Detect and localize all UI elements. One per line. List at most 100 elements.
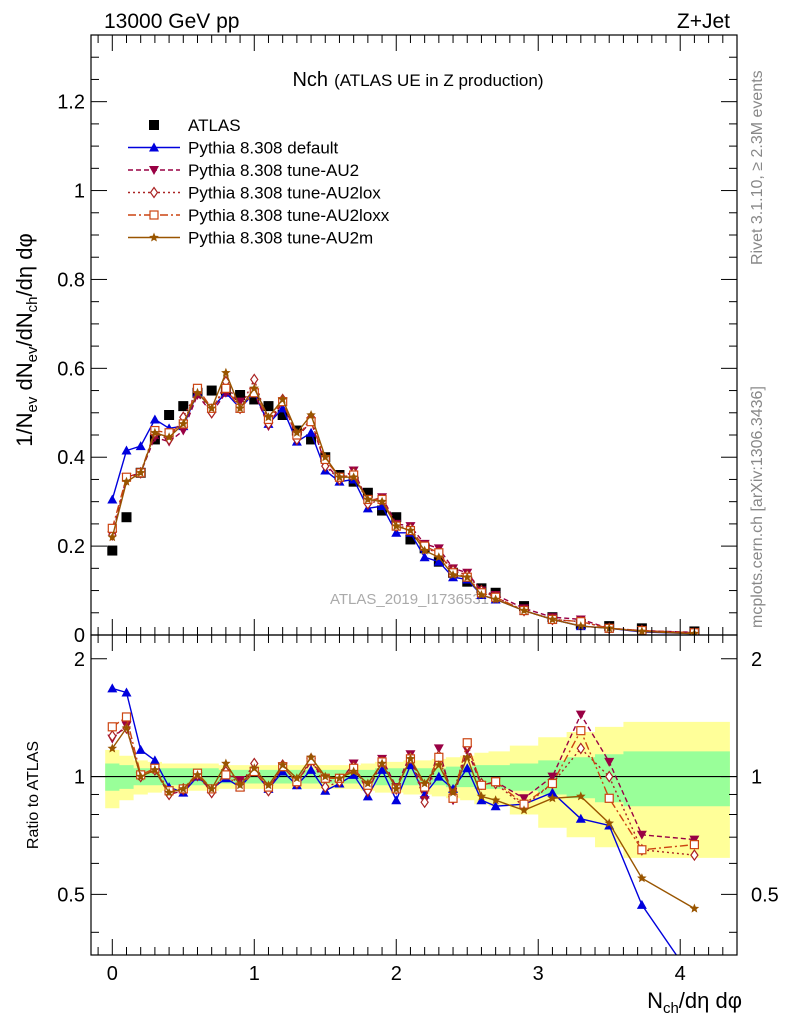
ratio-point-default-1 [121, 687, 132, 697]
main-point-AU2m-19 [377, 496, 387, 506]
main-point-AU2-9 [235, 397, 246, 407]
ratio-band-outer [105, 721, 730, 858]
main-point-ATLAS-1 [121, 512, 132, 523]
axis-ticks: 0 0.2 0.4 0.6 0.8 1 1.2 0 1 2 3 4 0.5 0.5 1 1 2 2 [57, 34, 779, 985]
ratio-point-AU2m-31 [604, 818, 614, 828]
main-y-tick-label: 0.8 [57, 269, 85, 291]
ratio-point-default-20 [391, 795, 402, 805]
ratio-point-AU2m-10 [249, 763, 259, 773]
main-y-tick-label: 0 [74, 625, 85, 647]
main-point-default-0 [107, 494, 118, 504]
legend-marker-AU2 [149, 166, 159, 175]
main-line-AU2 [111, 391, 695, 633]
ratio-point-AU2lox-22 [420, 796, 429, 809]
ratio-point-default-2 [135, 744, 146, 754]
ratio-point-AU2m-20 [391, 783, 401, 793]
main-point-default-22 [419, 552, 430, 562]
main-point-AU2m-2 [135, 467, 146, 477]
ratio-point-default-0 [107, 683, 118, 693]
ratio-point-AU2-30 [575, 710, 586, 720]
ratio-point-AU2lox-31 [604, 770, 614, 783]
main-point-AU2m-15 [320, 452, 330, 462]
ratio-point-default-32 [636, 899, 647, 909]
legend-item-AU2loxx: Pythia 8.308 tune-AU2loxx [128, 206, 390, 225]
header-right: Z+Jet [677, 10, 730, 33]
main-point-AU2m-3 [150, 427, 160, 437]
ratio-point-AU2m-30 [576, 791, 586, 801]
ratio-point-default-14 [306, 764, 317, 774]
main-line-AU2m [111, 370, 695, 635]
ratio-point-AU2m-26 [476, 791, 487, 801]
ratio-point-default-27 [490, 801, 501, 811]
plot-title: Nch (ATLAS UE in Z production) [292, 69, 543, 91]
main-point-ATLAS-21 [405, 534, 416, 545]
ratio-point-AU2m-23 [434, 760, 444, 770]
ratio-y-axis-label: Ratio to ATLAS [25, 741, 42, 849]
ratio-point-AU2loxx-1 [121, 712, 132, 722]
main-y-tick-label: 0.6 [57, 358, 85, 380]
main-point-ATLAS-7 [206, 385, 217, 396]
main-y-tick-label: 0.2 [57, 536, 85, 558]
ratio-point-AU2m-24 [448, 787, 458, 797]
ratio-point-AU2lox-30 [576, 742, 586, 755]
main-point-AU2m-14 [306, 410, 316, 419]
ratio-point-AU2m-12 [277, 760, 288, 770]
ratio-panel-frame [90, 634, 738, 956]
ratio-point-AU2m-4 [164, 787, 174, 797]
main-point-ATLAS-0 [107, 545, 118, 556]
ratio-point-default-3 [149, 755, 160, 765]
ratio-point-AU2m-18 [363, 778, 373, 788]
main-point-AU2m-10 [249, 383, 259, 393]
legend-label-AU2: Pythia 8.308 tune-AU2 [188, 161, 359, 180]
main-point-AU2m-26 [476, 590, 487, 599]
main-point-default-1 [121, 445, 132, 455]
main-point-AU2m-25 [462, 572, 472, 582]
main-point-ATLAS-9 [235, 390, 246, 400]
ratio-point-AU2m-22 [419, 778, 430, 788]
main-point-AU2-5 [178, 426, 189, 436]
ratio-point-AU2m-0 [107, 743, 118, 753]
ratio-series-AU2m [107, 723, 700, 913]
ratio-point-AU2m-15 [320, 771, 330, 781]
ratio-point-AU2loxx-32 [637, 845, 647, 855]
main-point-default-20 [391, 527, 402, 537]
ratio-point-AU2loxx-23 [434, 752, 444, 762]
main-y-tick-label: 0.4 [57, 447, 85, 469]
main-point-AU2m-21 [405, 525, 416, 535]
main-point-default-14 [306, 427, 317, 437]
ratio-x-tick-label: 3 [533, 963, 544, 985]
main-point-AU2m-9 [235, 403, 245, 413]
ratio-point-default-19 [377, 764, 388, 774]
main-point-AU2m-6 [192, 387, 203, 397]
ratio-point-AU2m-25 [462, 752, 472, 762]
ratio-series-group [107, 683, 700, 955]
main-point-ATLAS-20 [391, 512, 402, 523]
ratio-line-AU2m [111, 726, 695, 910]
main-point-AU2m-32 [637, 626, 647, 635]
legend-marker-AU2lox [149, 186, 159, 199]
main-point-AU2m-8 [221, 367, 231, 377]
analysis-watermark: ATLAS_2019_I1736531 [330, 591, 489, 608]
ratio-line-AU2loxx [111, 715, 695, 851]
ratio-y-tick-label-right: 1 [751, 767, 762, 789]
main-point-ATLAS-11 [263, 401, 274, 412]
ratio-point-AU2loxx-0 [107, 722, 117, 732]
main-point-AU2m-23 [434, 552, 444, 562]
main-point-ATLAS-19 [377, 505, 388, 516]
main-point-ATLAS-12 [277, 410, 288, 420]
ratio-point-AU2m-28 [519, 805, 529, 815]
ratio-point-AU2-31 [604, 757, 615, 767]
ratio-y-tick-label-right: 0.5 [751, 884, 779, 906]
main-point-default-2 [135, 441, 146, 451]
ratio-point-AU2m-21 [405, 753, 416, 763]
main-point-AU2m-1 [121, 476, 132, 486]
ratio-point-AU2loxx-8 [221, 770, 231, 780]
ratio-point-AU2m-32 [637, 873, 647, 883]
main-point-AU2m-27 [490, 594, 501, 604]
main-point-AU2loxx-14 [306, 417, 316, 427]
main-y-tick-label: 1.2 [57, 92, 85, 114]
ratio-point-AU2-32 [636, 830, 647, 840]
ratio-point-AU2m-6 [192, 769, 203, 779]
main-point-AU2m-16 [334, 472, 345, 482]
